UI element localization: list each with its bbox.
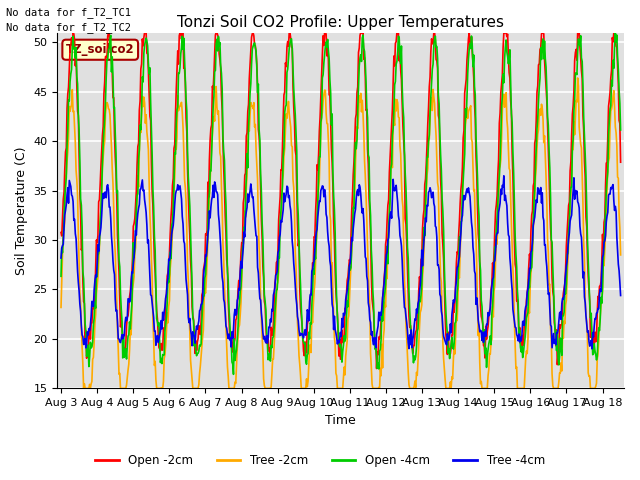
Line: Open -2cm: Open -2cm <box>61 33 621 369</box>
Legend: Open -2cm, Tree -2cm, Open -4cm, Tree -4cm: Open -2cm, Tree -2cm, Open -4cm, Tree -4… <box>90 449 550 472</box>
Line: Tree -4cm: Tree -4cm <box>61 176 621 349</box>
Tree -2cm <box>460 169 467 175</box>
Open -4cm <box>60 237 67 242</box>
Open -4cm <box>617 127 625 133</box>
Open -4cm <box>230 372 237 377</box>
Open -2cm <box>317 69 325 75</box>
Open -2cm <box>474 204 481 209</box>
Tree -2cm <box>617 252 625 258</box>
Tree -4cm <box>296 333 303 338</box>
Tree -2cm <box>317 114 325 120</box>
Open -4cm <box>460 178 467 183</box>
Line: Tree -2cm: Tree -2cm <box>61 78 621 388</box>
Open -2cm <box>60 196 67 202</box>
Tree -4cm <box>459 213 467 218</box>
Tree -2cm <box>80 385 88 391</box>
X-axis label: Time: Time <box>325 414 356 427</box>
Tree -4cm <box>60 241 67 247</box>
Tree -2cm <box>297 372 305 378</box>
Open -4cm <box>317 115 325 120</box>
Open -4cm <box>473 155 481 160</box>
Open -2cm <box>372 366 380 372</box>
Tree -2cm <box>136 123 144 129</box>
Open -4cm <box>297 282 305 288</box>
Tree -4cm <box>57 255 65 261</box>
Open -4cm <box>611 30 619 36</box>
Tree -4cm <box>317 188 324 193</box>
Open -2cm <box>617 159 625 165</box>
Tree -4cm <box>500 173 508 179</box>
Tree -2cm <box>574 75 582 81</box>
Title: Tonzi Soil CO2 Profile: Upper Temperatures: Tonzi Soil CO2 Profile: Upper Temperatur… <box>177 15 504 30</box>
Text: TZ_soilco2: TZ_soilco2 <box>66 43 134 56</box>
Tree -4cm <box>472 301 480 307</box>
Tree -2cm <box>60 225 67 230</box>
Y-axis label: Soil Temperature (C): Soil Temperature (C) <box>15 146 28 275</box>
Open -2cm <box>69 30 77 36</box>
Tree -2cm <box>473 263 481 268</box>
Open -4cm <box>136 147 143 153</box>
Text: No data for f_T2_TC2: No data for f_T2_TC2 <box>6 22 131 33</box>
Tree -2cm <box>57 304 65 310</box>
Open -2cm <box>297 305 305 311</box>
Line: Open -4cm: Open -4cm <box>61 33 621 374</box>
Text: No data for f_T2_TC1: No data for f_T2_TC1 <box>6 7 131 18</box>
Open -2cm <box>136 98 144 104</box>
Tree -4cm <box>136 202 143 207</box>
Tree -4cm <box>617 293 625 299</box>
Open -2cm <box>57 229 65 235</box>
Open -2cm <box>460 128 468 133</box>
Open -4cm <box>57 274 65 279</box>
Tree -4cm <box>588 346 596 352</box>
